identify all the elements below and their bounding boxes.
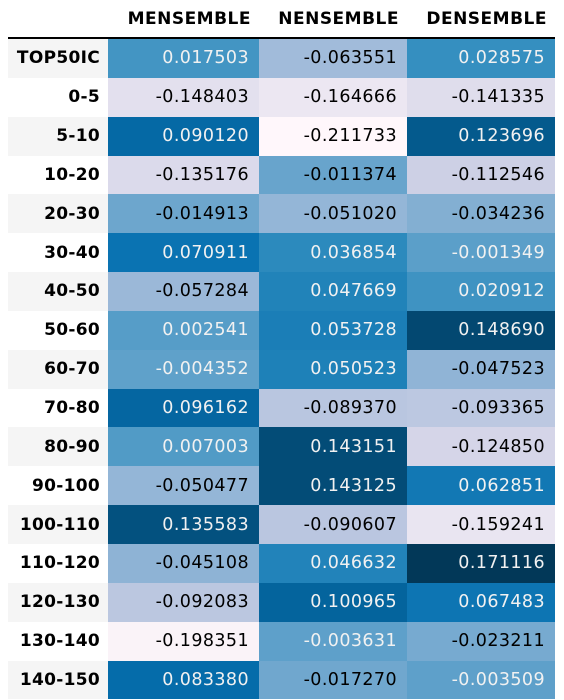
heatmap-cell: -0.090607 [259, 505, 407, 544]
heatmap-cell: 0.171116 [407, 543, 555, 583]
heatmap-cell: -0.047523 [407, 349, 555, 389]
heatmap-cell: -0.003509 [407, 660, 555, 700]
heatmap-cell: -0.003631 [259, 621, 407, 661]
heatmap-cell: -0.141335 [407, 77, 555, 117]
heatmap-cell: 0.047669 [259, 272, 407, 311]
heatmap-cell: 0.007003 [108, 427, 259, 467]
heatmap-cell: -0.017270 [259, 660, 407, 700]
heatmap-cell: -0.004352 [108, 349, 259, 389]
row-label: 120-130 [8, 582, 108, 622]
row-label: 110-120 [8, 543, 108, 583]
heatmap-cell: 0.036854 [259, 233, 407, 273]
heatmap-cell: -0.124850 [407, 427, 555, 467]
heatmap-table: MENSEMBLE NENSEMBLE DENSEMBLE TOP50IC 0.0… [8, 0, 555, 700]
row-label: 100-110 [8, 505, 108, 544]
row-label: 90-100 [8, 466, 108, 506]
row-label: 60-70 [8, 349, 108, 389]
row-label: 70-80 [8, 388, 108, 428]
heatmap-cell: 0.096162 [108, 388, 259, 428]
heatmap-row: 120-130 -0.092083 0.100965 0.067483 [8, 582, 555, 622]
heatmap-cell: 0.135583 [108, 505, 259, 544]
corner-cell [8, 0, 108, 39]
heatmap-cell: -0.050477 [108, 466, 259, 506]
row-label: 30-40 [8, 233, 108, 273]
heatmap-cell: -0.093365 [407, 388, 555, 428]
heatmap-cell: -0.164666 [259, 77, 407, 117]
row-label: 80-90 [8, 427, 108, 467]
row-label: 50-60 [8, 310, 108, 350]
heatmap-row: 80-90 0.007003 0.143151 -0.124850 [8, 427, 555, 467]
heatmap-cell: 0.062851 [407, 466, 555, 506]
heatmap-cell: 0.050523 [259, 349, 407, 389]
heatmap-cell: 0.148690 [407, 310, 555, 350]
heatmap-cell: -0.034236 [407, 194, 555, 234]
heatmap-cell: 0.143125 [259, 466, 407, 506]
heatmap-row: TOP50IC 0.017503 -0.063551 0.028575 [8, 38, 555, 78]
heatmap-cell: -0.112546 [407, 155, 555, 195]
column-header: DENSEMBLE [407, 0, 555, 39]
heatmap-cell: -0.023211 [407, 621, 555, 661]
heatmap-row: 110-120 -0.045108 0.046632 0.171116 [8, 543, 555, 583]
row-label: 20-30 [8, 194, 108, 234]
heatmap-row: 30-40 0.070911 0.036854 -0.001349 [8, 233, 555, 273]
heatmap-cell: 0.017503 [108, 38, 259, 78]
heatmap-cell: -0.135176 [108, 155, 259, 195]
heatmap-cell: -0.014913 [108, 194, 259, 234]
heatmap-cell: 0.046632 [259, 543, 407, 583]
heatmap-row: 40-50 -0.057284 0.047669 0.020912 [8, 272, 555, 311]
heatmap-cell: -0.011374 [259, 155, 407, 195]
heatmap-row: 70-80 0.096162 -0.089370 -0.093365 [8, 388, 555, 428]
column-header: NENSEMBLE [259, 0, 407, 39]
heatmap-cell: -0.051020 [259, 194, 407, 234]
heatmap-cell: -0.159241 [407, 505, 555, 544]
row-label: 0-5 [8, 77, 108, 117]
heatmap-cell: 0.067483 [407, 582, 555, 622]
row-label: 10-20 [8, 155, 108, 195]
row-label: 40-50 [8, 272, 108, 311]
header-row: MENSEMBLE NENSEMBLE DENSEMBLE [8, 0, 555, 39]
heatmap-row: 50-60 0.002541 0.053728 0.148690 [8, 310, 555, 350]
heatmap-row: 0-5 -0.148403 -0.164666 -0.141335 [8, 77, 555, 117]
heatmap-cell: 0.070911 [108, 233, 259, 273]
heatmap-cell: -0.092083 [108, 582, 259, 622]
heatmap-row: 100-110 0.135583 -0.090607 -0.159241 [8, 505, 555, 544]
heatmap-cell: 0.002541 [108, 310, 259, 350]
heatmap-cell: 0.028575 [407, 38, 555, 78]
heatmap-cell: 0.143151 [259, 427, 407, 467]
heatmap-cell: 0.083380 [108, 660, 259, 700]
heatmap-cell: 0.123696 [407, 116, 555, 156]
heatmap-cell: -0.001349 [407, 233, 555, 273]
row-label: 130-140 [8, 621, 108, 661]
column-header: MENSEMBLE [108, 0, 259, 39]
row-label: TOP50IC [8, 38, 108, 78]
heatmap-row: 10-20 -0.135176 -0.011374 -0.112546 [8, 155, 555, 195]
heatmap-cell: -0.211733 [259, 116, 407, 156]
heatmap-cell: -0.045108 [108, 543, 259, 583]
heatmap-cell: -0.148403 [108, 77, 259, 117]
heatmap-row: 140-150 0.083380 -0.017270 -0.003509 [8, 660, 555, 700]
heatmap-cell: -0.089370 [259, 388, 407, 428]
heatmap-cell: 0.053728 [259, 310, 407, 350]
heatmap-row: 90-100 -0.050477 0.143125 0.062851 [8, 466, 555, 506]
heatmap-cell: 0.020912 [407, 272, 555, 311]
heatmap-cell: -0.063551 [259, 38, 407, 78]
heatmap-row: 60-70 -0.004352 0.050523 -0.047523 [8, 349, 555, 389]
heatmap-row: 130-140 -0.198351 -0.003631 -0.023211 [8, 621, 555, 661]
heatmap-cell: 0.100965 [259, 582, 407, 622]
heatmap-cell: -0.057284 [108, 272, 259, 311]
heatmap-row: 5-10 0.090120 -0.211733 0.123696 [8, 116, 555, 156]
heatmap-row: 20-30 -0.014913 -0.051020 -0.034236 [8, 194, 555, 234]
row-label: 140-150 [8, 660, 108, 700]
row-label: 5-10 [8, 116, 108, 156]
heatmap-body: TOP50IC 0.017503 -0.063551 0.028575 0-5 -0.14… [8, 38, 555, 700]
heatmap-cell: 0.090120 [108, 116, 259, 156]
heatmap-cell: -0.198351 [108, 621, 259, 661]
